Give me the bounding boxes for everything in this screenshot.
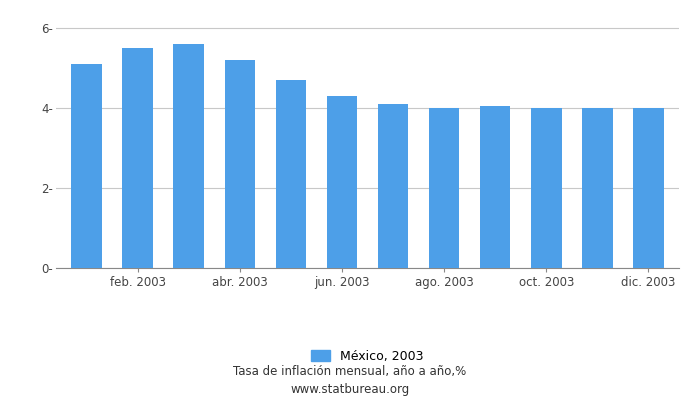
Bar bbox=[633, 108, 664, 268]
Bar bbox=[122, 48, 153, 268]
Bar bbox=[429, 108, 459, 268]
Bar bbox=[531, 108, 561, 268]
Bar bbox=[225, 60, 256, 268]
Bar bbox=[480, 106, 510, 268]
Bar bbox=[276, 80, 306, 268]
Text: Tasa de inflación mensual, año a año,%: Tasa de inflación mensual, año a año,% bbox=[233, 366, 467, 378]
Text: www.statbureau.org: www.statbureau.org bbox=[290, 384, 410, 396]
Bar bbox=[582, 108, 612, 268]
Bar bbox=[71, 64, 102, 268]
Bar bbox=[174, 44, 204, 268]
Bar bbox=[327, 96, 357, 268]
Legend: México, 2003: México, 2003 bbox=[307, 344, 428, 368]
Bar bbox=[378, 104, 408, 268]
